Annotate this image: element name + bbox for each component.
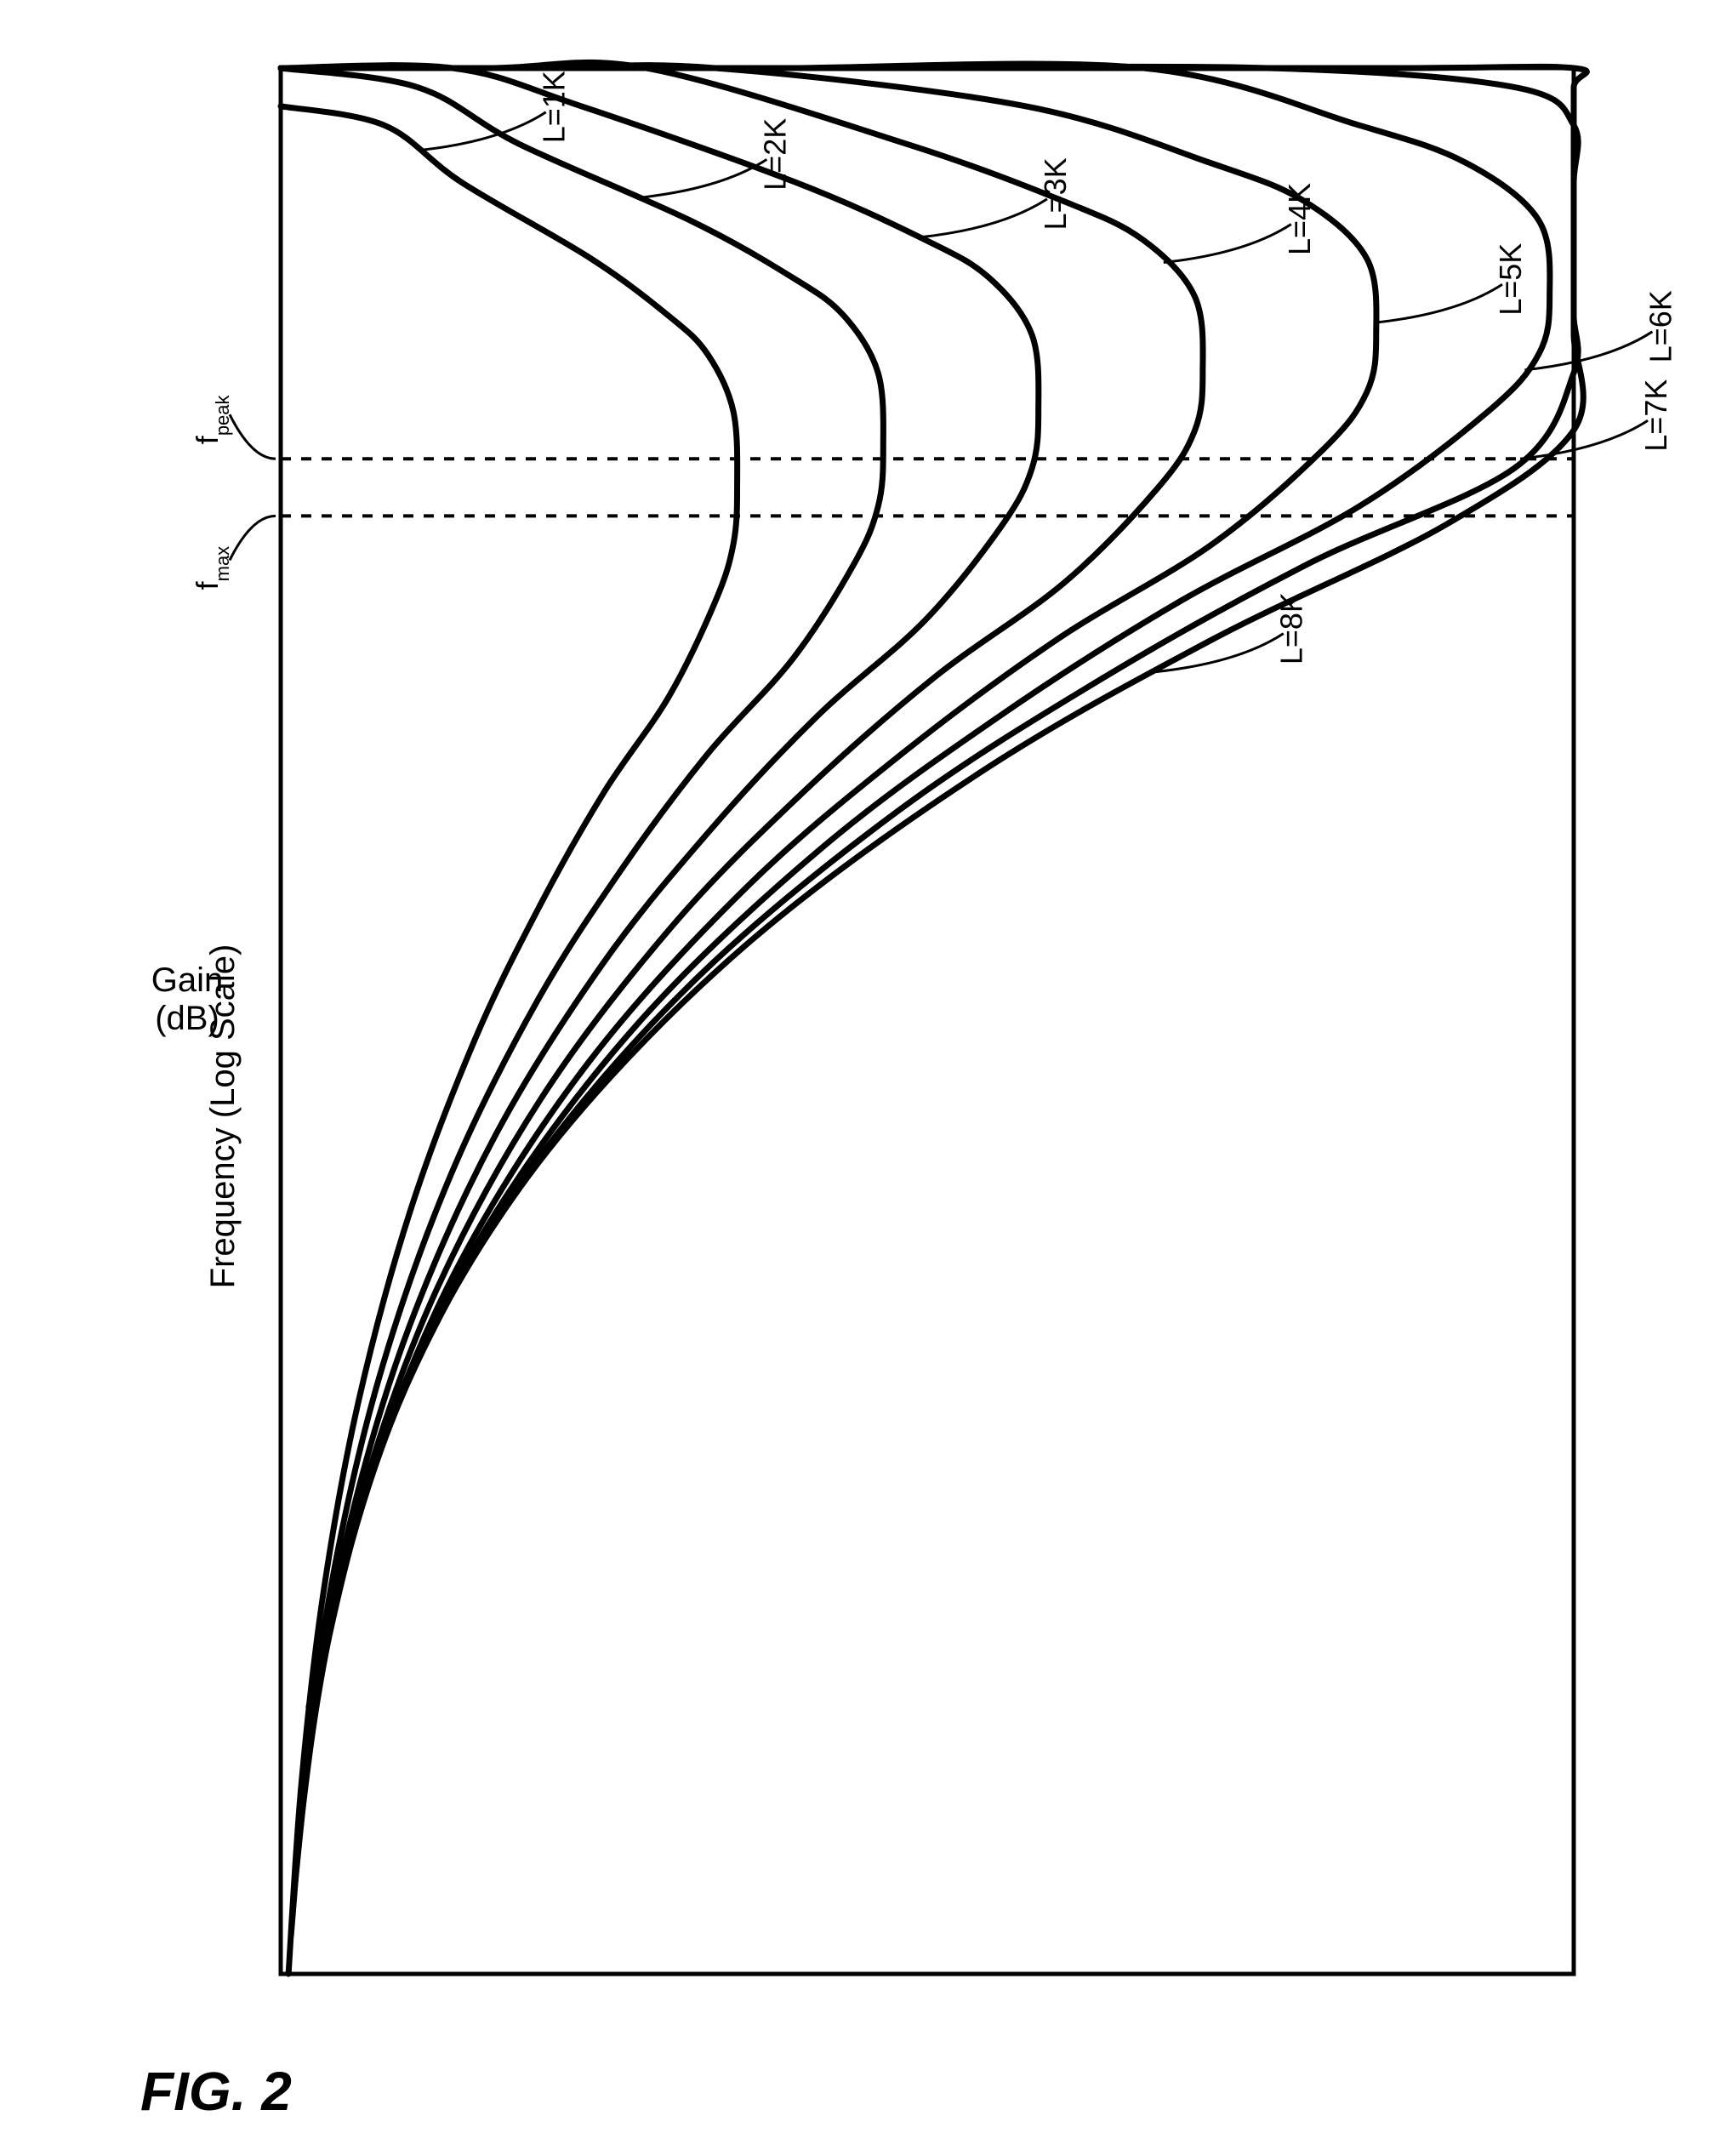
leader-l-3k	[920, 199, 1047, 237]
ref-label-f_max: fmax	[190, 546, 233, 590]
ref-leader-f_peak	[230, 414, 276, 459]
curve-l-2k	[281, 68, 883, 1936]
leader-l-4k	[1164, 224, 1291, 262]
curve-l-7k	[281, 66, 1578, 1745]
leader-l-8k	[1156, 634, 1284, 672]
label-l-5k: L=5K	[1493, 243, 1528, 316]
label-l-8k: L=8K	[1274, 592, 1309, 664]
label-l-6k: L=6K	[1643, 290, 1678, 362]
label-l-1k: L=1K	[537, 71, 572, 143]
curve-l-6k	[281, 64, 1550, 1783]
ref-label-f_peak: fpeak	[190, 394, 233, 444]
label-l-7k: L=7K	[1638, 379, 1673, 452]
x-axis-label: Frequency (Log Scale)	[204, 944, 242, 1289]
leader-l-7k	[1520, 420, 1648, 459]
gain-vs-frequency-chart: Gain (dB) L=1KL=2KL=3KL=4KL=5KL=6KL=7KL=…	[0, 0, 1709, 2156]
ref-leader-f_max	[230, 516, 276, 560]
plot-frame	[281, 68, 1574, 1974]
curve-l-5k	[281, 66, 1376, 1822]
curve-l-4k	[281, 62, 1203, 1859]
leader-l-5k	[1375, 284, 1502, 322]
plot-area: L=1KL=2KL=3KL=4KL=5KL=6KL=7KL=8Kfmaxfpea…	[190, 62, 1678, 1974]
curve-l-8k	[281, 66, 1587, 1707]
curve-l-1k	[281, 106, 738, 1974]
figure-caption: FIG. 2	[140, 2061, 292, 2122]
